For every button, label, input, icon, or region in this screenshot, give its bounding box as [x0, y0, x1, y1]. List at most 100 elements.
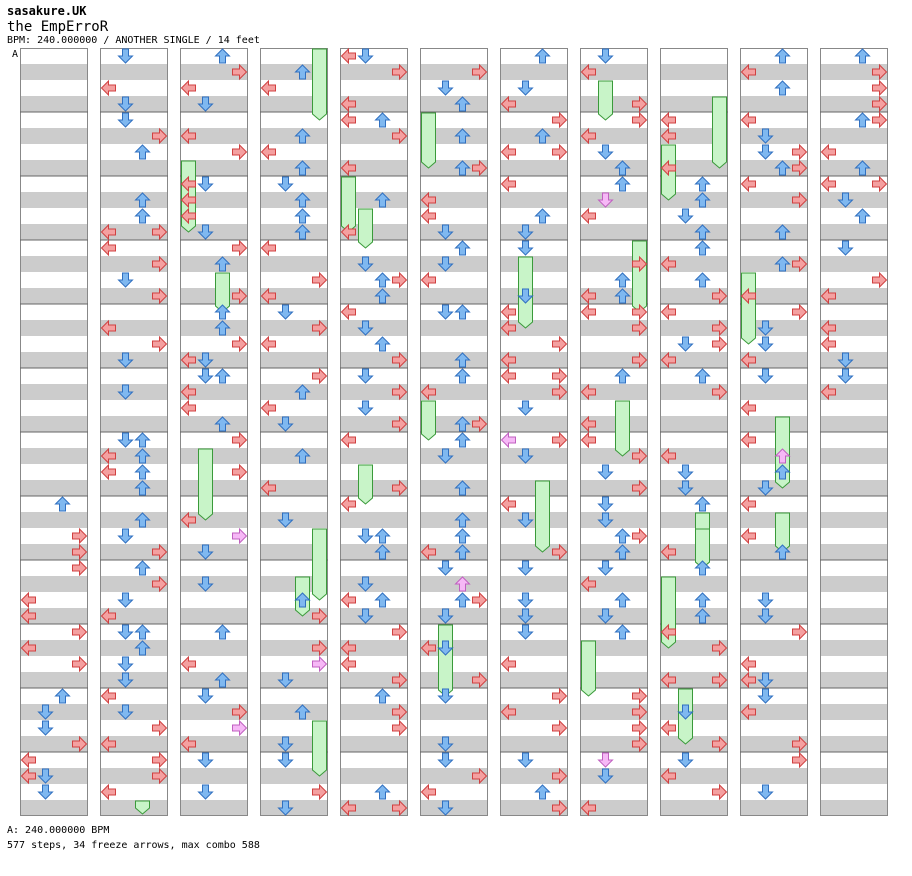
beat-stripe — [180, 224, 248, 240]
down-arrow-note — [757, 144, 774, 160]
up-arrow-note — [214, 304, 231, 320]
beat-stripe — [420, 96, 488, 112]
down-arrow-note — [837, 192, 854, 208]
beat-stripe — [500, 512, 568, 528]
left-arrow-note — [180, 351, 196, 369]
left-arrow-note — [740, 431, 756, 449]
right-arrow-note — [72, 623, 88, 641]
down-arrow-note — [597, 464, 614, 480]
beat-stripe — [580, 352, 648, 368]
up-arrow-note — [454, 368, 471, 384]
right-arrow-note — [392, 623, 408, 641]
right-arrow-note — [392, 671, 408, 689]
left-arrow-note — [740, 703, 756, 721]
beat-stripe — [740, 288, 808, 304]
beat-stripe — [260, 512, 328, 528]
beat-stripe — [180, 384, 248, 400]
beat-stripe — [260, 704, 328, 720]
right-arrow-note — [392, 719, 408, 737]
up-arrow-note — [534, 128, 551, 144]
right-arrow-note — [232, 143, 248, 161]
right-arrow-note — [312, 319, 328, 337]
beat-stripe — [260, 320, 328, 336]
beat-stripe — [20, 768, 88, 784]
beat-stripe — [340, 384, 408, 400]
down-arrow-note — [517, 80, 534, 96]
up-arrow-note — [774, 160, 791, 176]
beat-stripe — [420, 640, 488, 656]
left-arrow-note — [100, 607, 116, 625]
beat-stripe — [660, 320, 728, 336]
up-arrow-note — [854, 48, 871, 64]
beat-stripe — [580, 736, 648, 752]
left-arrow-note — [660, 719, 676, 737]
down-arrow-note — [837, 368, 854, 384]
up-arrow-note — [294, 592, 311, 608]
beat-stripe — [420, 768, 488, 784]
right-arrow-note — [632, 735, 648, 753]
freeze-arrow — [358, 208, 373, 249]
left-arrow-note — [580, 383, 596, 401]
beat-stripe — [580, 608, 648, 624]
freeze-arrow — [712, 96, 727, 169]
up-arrow-note — [134, 144, 151, 160]
down-arrow-note — [517, 448, 534, 464]
left-arrow-note — [420, 383, 436, 401]
down-arrow-note — [597, 192, 614, 208]
beat-stripe — [660, 512, 728, 528]
left-arrow-note — [740, 399, 756, 417]
right-arrow-note — [872, 79, 888, 97]
down-arrow-note — [517, 608, 534, 624]
beat-stripe — [100, 704, 168, 720]
beat-stripe — [420, 288, 488, 304]
freeze-arrow — [632, 240, 647, 313]
beat-stripe — [660, 384, 728, 400]
beat-stripe — [20, 256, 88, 272]
down-arrow-note — [517, 592, 534, 608]
right-arrow-note — [712, 671, 728, 689]
up-arrow-note — [694, 176, 711, 192]
beat-stripe — [420, 384, 488, 400]
left-arrow-note — [580, 575, 596, 593]
up-arrow-note — [134, 512, 151, 528]
beat-stripe — [260, 384, 328, 400]
beat-stripe — [420, 352, 488, 368]
left-arrow-note — [660, 127, 676, 145]
left-arrow-note — [660, 767, 676, 785]
beat-stripe — [500, 768, 568, 784]
beat-stripe — [580, 256, 648, 272]
left-arrow-note — [340, 639, 356, 657]
left-arrow-note — [260, 239, 276, 257]
down-arrow-note — [517, 240, 534, 256]
up-arrow-note — [374, 192, 391, 208]
right-arrow-note — [392, 351, 408, 369]
beat-stripe — [740, 160, 808, 176]
right-arrow-note — [72, 655, 88, 673]
down-arrow-note — [277, 416, 294, 432]
beat-stripe — [500, 800, 568, 816]
beat-stripe — [340, 544, 408, 560]
left-arrow-note — [180, 127, 196, 145]
up-arrow-note — [454, 128, 471, 144]
beat-stripe — [180, 96, 248, 112]
left-arrow-note — [740, 495, 756, 513]
left-arrow-note — [500, 175, 516, 193]
left-arrow-note — [500, 351, 516, 369]
song-title: the EmpErroR — [7, 19, 109, 35]
right-arrow-note — [72, 559, 88, 577]
right-arrow-note — [792, 191, 808, 209]
beat-stripe — [180, 64, 248, 80]
beat-stripe — [740, 96, 808, 112]
right-arrow-note — [312, 639, 328, 657]
beat-stripe — [260, 64, 328, 80]
up-arrow-note — [134, 464, 151, 480]
beat-stripe — [820, 704, 888, 720]
beat-stripe — [660, 448, 728, 464]
right-arrow-note — [152, 575, 168, 593]
up-arrow-note — [454, 432, 471, 448]
chart-column — [820, 48, 888, 816]
left-arrow-note — [20, 591, 36, 609]
up-arrow-note — [134, 640, 151, 656]
right-arrow-note — [552, 799, 568, 817]
right-arrow-note — [552, 687, 568, 705]
